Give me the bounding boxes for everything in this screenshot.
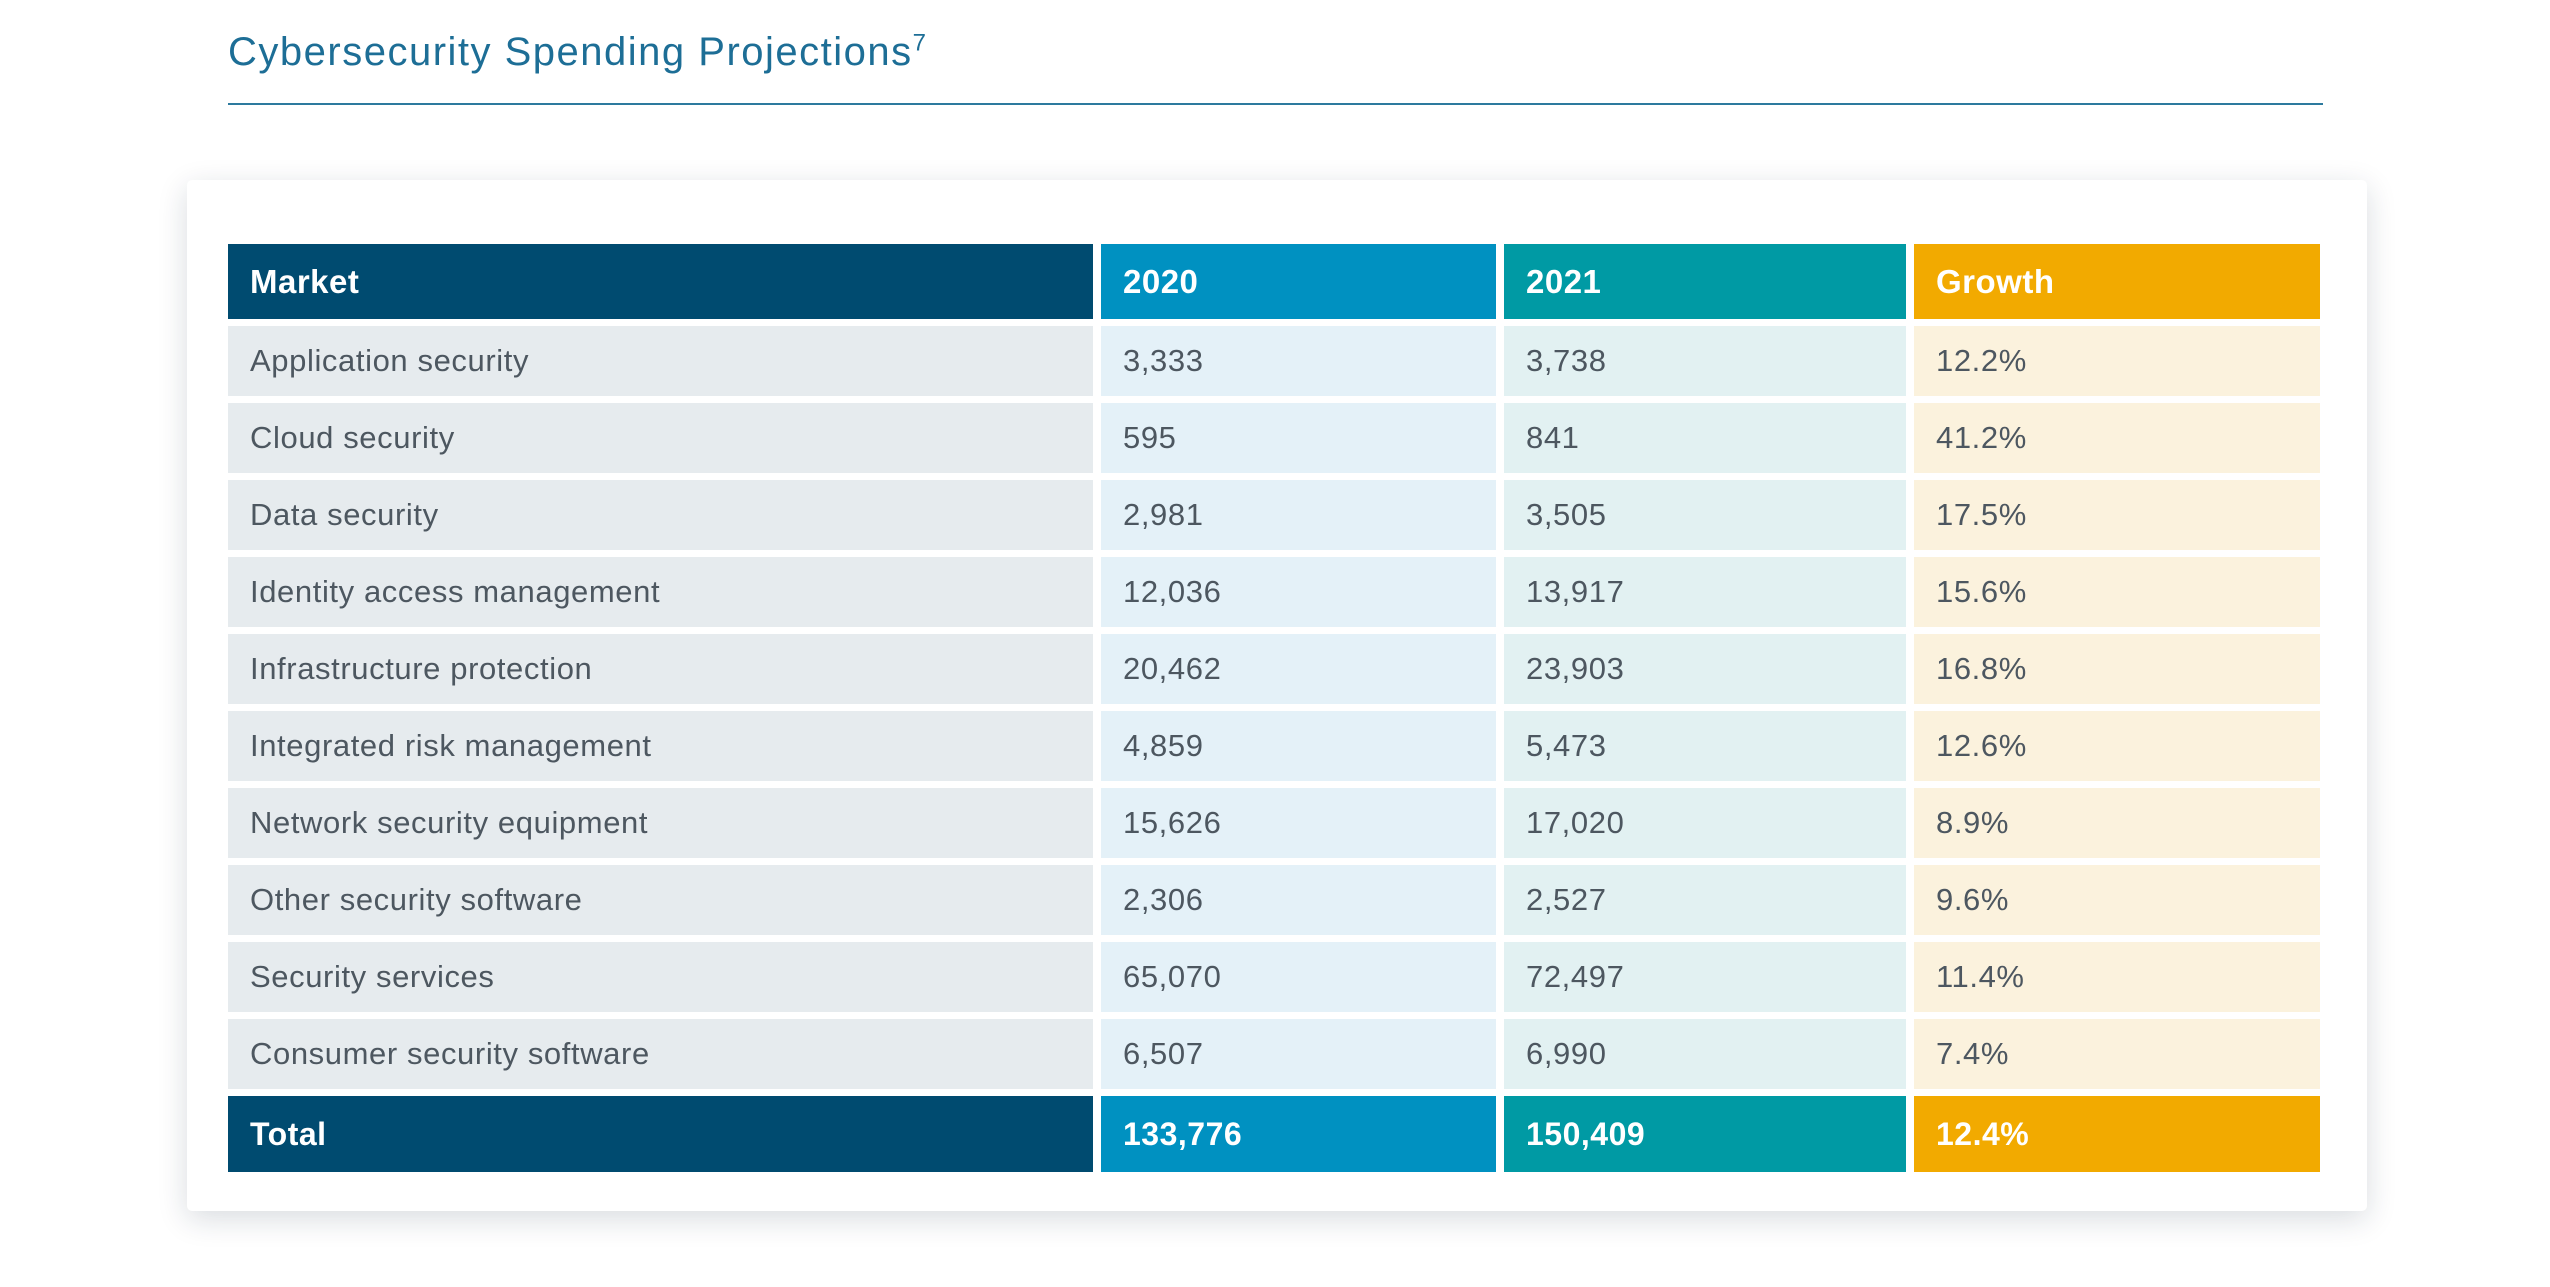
total-2021-cell: 150,409 xyxy=(1504,1096,1906,1172)
value-2021-cell: 23,903 xyxy=(1504,634,1906,704)
market-cell: Security services xyxy=(228,942,1093,1012)
table-card: Market 2020 2021 Growth Application secu… xyxy=(187,180,2367,1211)
title-divider xyxy=(228,103,2323,105)
growth-cell: 17.5% xyxy=(1914,480,2320,550)
growth-cell: 12.6% xyxy=(1914,711,2320,781)
growth-cell: 12.2% xyxy=(1914,326,2320,396)
growth-cell: 11.4% xyxy=(1914,942,2320,1012)
value-2021-cell: 72,497 xyxy=(1504,942,1906,1012)
value-2020-cell: 4,859 xyxy=(1101,711,1496,781)
market-cell: Integrated risk management xyxy=(228,711,1093,781)
value-2021-cell: 3,738 xyxy=(1504,326,1906,396)
value-2020-cell: 2,306 xyxy=(1101,865,1496,935)
value-2021-cell: 17,020 xyxy=(1504,788,1906,858)
value-2020-cell: 15,626 xyxy=(1101,788,1496,858)
value-2020-cell: 3,333 xyxy=(1101,326,1496,396)
column-header-market: Market xyxy=(228,244,1093,319)
value-2020-cell: 20,462 xyxy=(1101,634,1496,704)
value-2020-cell: 12,036 xyxy=(1101,557,1496,627)
value-2020-cell: 595 xyxy=(1101,403,1496,473)
growth-cell: 8.9% xyxy=(1914,788,2320,858)
market-cell: Identity access management xyxy=(228,557,1093,627)
column-header-2021: 2021 xyxy=(1504,244,1906,319)
market-cell: Application security xyxy=(228,326,1093,396)
total-2020-cell: 133,776 xyxy=(1101,1096,1496,1172)
growth-cell: 7.4% xyxy=(1914,1019,2320,1089)
growth-cell: 15.6% xyxy=(1914,557,2320,627)
column-header-growth: Growth xyxy=(1914,244,2320,319)
page-title-text: Cybersecurity Spending Projections xyxy=(228,30,913,74)
value-2021-cell: 6,990 xyxy=(1504,1019,1906,1089)
total-label-cell: Total xyxy=(228,1096,1093,1172)
value-2020-cell: 6,507 xyxy=(1101,1019,1496,1089)
market-cell: Consumer security software xyxy=(228,1019,1093,1089)
value-2020-cell: 2,981 xyxy=(1101,480,1496,550)
spending-projections-table: Market 2020 2021 Growth Application secu… xyxy=(228,244,2320,1172)
market-cell: Cloud security xyxy=(228,403,1093,473)
market-cell: Other security software xyxy=(228,865,1093,935)
market-cell: Data security xyxy=(228,480,1093,550)
value-2021-cell: 841 xyxy=(1504,403,1906,473)
market-cell: Infrastructure protection xyxy=(228,634,1093,704)
value-2021-cell: 2,527 xyxy=(1504,865,1906,935)
value-2021-cell: 3,505 xyxy=(1504,480,1906,550)
column-header-2020: 2020 xyxy=(1101,244,1496,319)
page-title: Cybersecurity Spending Projections7 xyxy=(228,30,928,75)
value-2021-cell: 13,917 xyxy=(1504,557,1906,627)
total-growth-cell: 12.4% xyxy=(1914,1096,2320,1172)
market-cell: Network security equipment xyxy=(228,788,1093,858)
footnote-marker: 7 xyxy=(912,29,928,57)
growth-cell: 16.8% xyxy=(1914,634,2320,704)
growth-cell: 41.2% xyxy=(1914,403,2320,473)
value-2020-cell: 65,070 xyxy=(1101,942,1496,1012)
value-2021-cell: 5,473 xyxy=(1504,711,1906,781)
growth-cell: 9.6% xyxy=(1914,865,2320,935)
